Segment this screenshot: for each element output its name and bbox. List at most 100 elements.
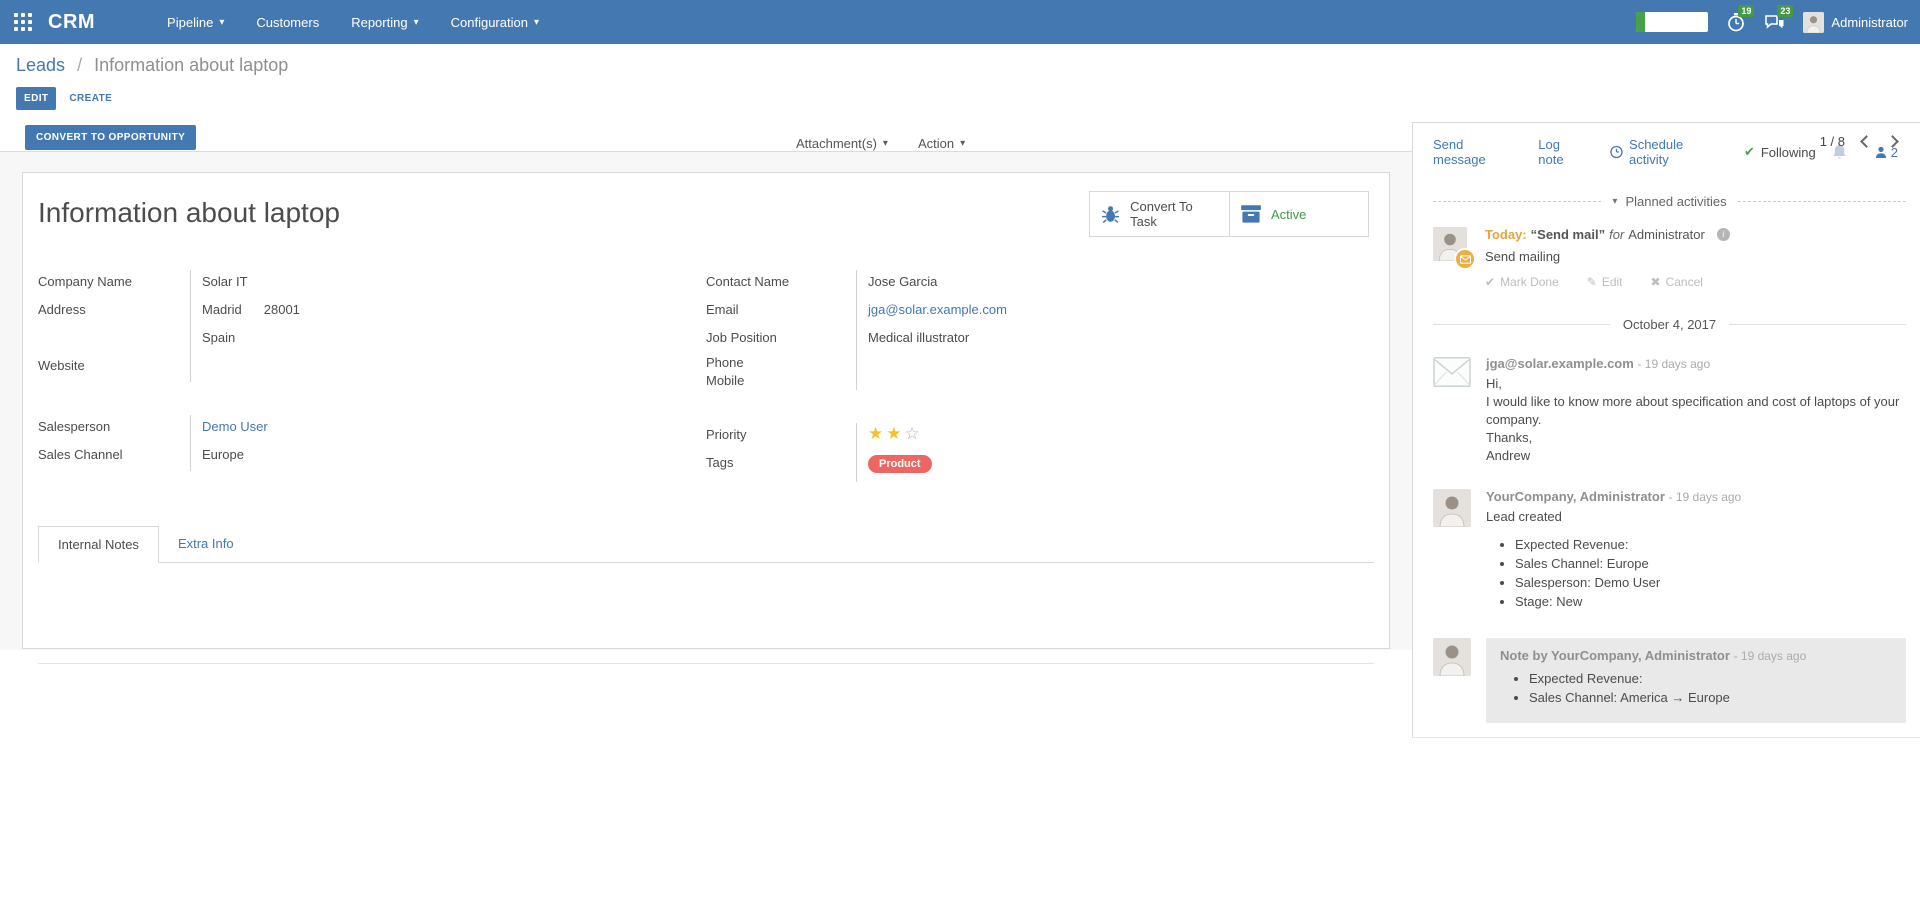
pager-next-button[interactable] xyxy=(1886,135,1899,148)
envelope-icon xyxy=(1433,356,1471,388)
field-salesperson: Demo User xyxy=(190,415,666,443)
attachments-dropdown-label: Attachment(s) xyxy=(796,136,877,151)
breadcrumb-leads[interactable]: Leads xyxy=(16,55,66,75)
user-menu[interactable]: Administrator xyxy=(1803,11,1908,33)
field-address-country: Spain xyxy=(190,326,666,354)
field-mobile xyxy=(856,372,1289,390)
followers-button[interactable]: 2 xyxy=(1875,145,1898,160)
planner-progress-bar[interactable] xyxy=(1636,12,1709,32)
archive-box-icon xyxy=(1241,205,1261,223)
message-body: jga@solar.example.com - 19 days ago Hi, … xyxy=(1486,356,1906,465)
priority-star-1[interactable]: ★ xyxy=(868,424,884,443)
field-label-website: Website xyxy=(38,358,85,373)
breadcrumb-separator: / xyxy=(77,55,83,75)
field-website xyxy=(190,354,666,382)
following-button[interactable]: ✔ Following xyxy=(1744,144,1816,160)
tab-internal-notes[interactable]: Internal Notes xyxy=(38,526,159,563)
message-email: jga@solar.example.com - 19 days ago Hi, … xyxy=(1433,356,1906,465)
internal-notes-content[interactable] xyxy=(38,563,1374,664)
menu-customers[interactable]: Customers xyxy=(256,15,319,30)
apps-menu-icon[interactable] xyxy=(14,13,32,31)
activity-item: Today: “Send mail” for Administrator i S… xyxy=(1433,227,1906,289)
tracking-value: Expected Revenue: xyxy=(1515,538,1906,551)
menu-pipeline[interactable]: Pipeline ▾ xyxy=(167,15,224,30)
menu-reporting[interactable]: Reporting ▾ xyxy=(351,15,418,30)
fields-left-column: Company Name Solar IT Address Madrid 2800… xyxy=(38,270,706,482)
form-sheet-background: Information about laptop Convert To Task… xyxy=(0,152,1412,664)
main-content: CONVERT TO OPPORTUNITY Information about… xyxy=(0,122,1920,738)
sidebar-dropdowns: Attachment(s) ▾ Action ▾ xyxy=(796,136,965,151)
send-message-button[interactable]: Send message xyxy=(1433,137,1486,167)
clock-icon xyxy=(1610,145,1623,159)
edit-button[interactable]: EDIT xyxy=(16,87,57,110)
field-sales-channel: Europe xyxy=(190,443,666,471)
field-label-phone: Phone xyxy=(706,355,744,370)
message-header: Note by YourCompany, Administrator - 19 … xyxy=(1500,648,1892,663)
tag-product[interactable]: Product xyxy=(868,455,932,473)
edit-activity-button[interactable]: ✎ Edit xyxy=(1587,275,1623,289)
active-toggle-label: Active xyxy=(1271,206,1307,222)
mail-activity-badge xyxy=(1454,248,1476,270)
messages-systray-button[interactable]: 23 xyxy=(1764,5,1794,32)
cancel-activity-button[interactable]: ✖ Cancel xyxy=(1651,275,1703,289)
message-header: jga@solar.example.com - 19 days ago xyxy=(1486,356,1906,371)
stat-button-box: Convert To Task Active xyxy=(1089,191,1369,237)
pencil-icon: ✎ xyxy=(1586,275,1597,289)
bell-icon[interactable] xyxy=(1832,144,1847,160)
notebook-tabs: Internal Notes Extra Info xyxy=(38,526,1374,563)
user-name: Administrator xyxy=(1831,14,1908,30)
priority-star-2[interactable]: ★ xyxy=(886,424,902,443)
message-author: YourCompany, Administrator xyxy=(1486,489,1665,504)
field-label-email: Email xyxy=(706,302,739,317)
activity-headline: Today: “Send mail” for Administrator i xyxy=(1485,227,1906,242)
x-icon: ✖ xyxy=(1650,275,1661,289)
field-job-position: Medical illustrator xyxy=(856,326,1289,354)
pager-previous-button[interactable] xyxy=(1860,135,1873,148)
attachments-dropdown[interactable]: Attachment(s) ▾ xyxy=(796,136,888,151)
activities-systray-button[interactable]: 19 xyxy=(1726,5,1755,32)
avatar xyxy=(1433,489,1473,614)
divider-line xyxy=(1729,324,1907,325)
fields-right-column: Contact Name Jose Garcia Email jga@solar… xyxy=(706,270,1374,482)
note-box: Note by YourCompany, Administrator - 19 … xyxy=(1486,638,1906,723)
app-brand[interactable]: CRM xyxy=(48,10,96,33)
schedule-activity-button[interactable]: Schedule activity xyxy=(1610,137,1719,167)
activity-avatar-wrap xyxy=(1433,227,1476,270)
info-icon[interactable]: i xyxy=(1716,228,1730,241)
address-city: Madrid xyxy=(202,302,242,317)
planned-activities-toggle[interactable]: ▾ Planned activities xyxy=(1601,194,1737,209)
sales-field-group: Salesperson Demo User Sales Channel Euro… xyxy=(38,415,666,471)
field-group-gap xyxy=(706,390,1289,423)
field-company-name: Solar IT xyxy=(190,270,666,298)
tab-extra-info[interactable]: Extra Info xyxy=(177,536,234,551)
check-icon: ✔ xyxy=(1485,275,1496,289)
convert-to-opportunity-button[interactable]: CONVERT TO OPPORTUNITY xyxy=(25,125,197,150)
field-label-job-position: Job Position xyxy=(706,330,777,345)
chevron-down-icon: ▾ xyxy=(533,16,539,28)
email-link[interactable]: jga@solar.example.com xyxy=(868,302,1007,317)
main-menus: Pipeline ▾ Customers Reporting ▾ Configura… xyxy=(167,15,539,30)
create-button[interactable]: CREATE xyxy=(69,93,113,104)
chevron-down-icon: ▾ xyxy=(960,138,966,149)
menu-pipeline-label: Pipeline xyxy=(167,14,214,30)
record-pager: 1 / 8 xyxy=(1820,134,1899,149)
active-toggle-button[interactable]: Active xyxy=(1229,192,1368,236)
salesperson-link[interactable]: Demo User xyxy=(202,419,268,434)
message-timestamp: - 19 days ago xyxy=(1637,357,1711,371)
lead-form-area: CONVERT TO OPPORTUNITY Information about… xyxy=(0,122,1412,664)
planned-activities-separator: ▾ Planned activities xyxy=(1433,194,1907,209)
tracking-value: Stage: New xyxy=(1515,595,1906,608)
convert-to-task-button[interactable]: Convert To Task xyxy=(1090,192,1229,236)
menu-configuration[interactable]: Configuration ▾ xyxy=(451,15,539,30)
form-fields: Company Name Solar IT Address Madrid 2800… xyxy=(38,270,1374,482)
action-dropdown[interactable]: Action ▾ xyxy=(918,136,965,151)
message-note: Note by YourCompany, Administrator - 19 … xyxy=(1433,638,1906,723)
breadcrumb-current: Information about laptop xyxy=(94,55,289,75)
mark-done-button[interactable]: ✔ Mark Done xyxy=(1485,275,1559,289)
field-phone xyxy=(856,354,1289,372)
top-navbar: CRM Pipeline ▾ Customers Reporting ▾ Confi… xyxy=(0,0,1920,44)
priority-star-3[interactable]: ☆ xyxy=(904,424,920,443)
field-label-company-name: Company Name xyxy=(38,274,132,289)
log-note-button[interactable]: Log note xyxy=(1538,137,1564,167)
message-lead-created: YourCompany, Administrator - 19 days ago… xyxy=(1433,489,1906,614)
